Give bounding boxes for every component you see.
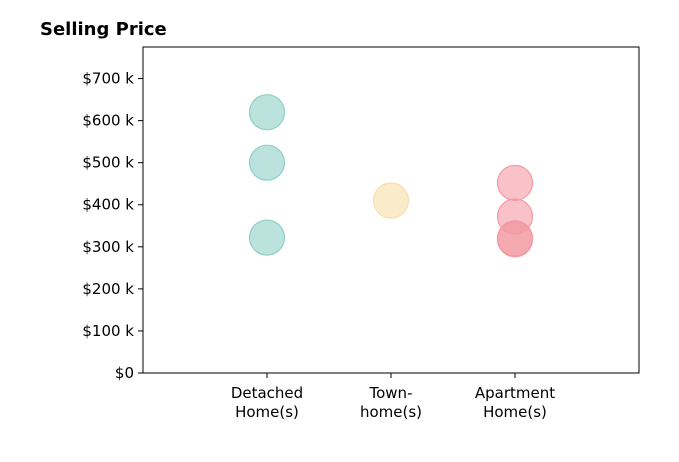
data-point xyxy=(248,219,286,256)
x-tick-label: home(s) xyxy=(360,403,422,421)
y-tick-label: $300 k xyxy=(82,238,134,256)
x-tick-label: Home(s) xyxy=(235,403,299,421)
data-point xyxy=(372,182,410,219)
data-point xyxy=(248,144,286,181)
y-tick-label: $700 k xyxy=(82,70,134,88)
x-tick-label: Town- xyxy=(369,384,413,402)
y-tick-label: $400 k xyxy=(82,196,134,214)
chart-title: Selling Price xyxy=(40,19,167,40)
data-point xyxy=(496,221,534,258)
data-point xyxy=(496,164,534,201)
y-tick-label: $500 k xyxy=(82,154,134,172)
x-axis: DetachedHome(s)Town-home(s)ApartmentHome… xyxy=(231,373,555,421)
data-points xyxy=(248,94,534,258)
x-tick-label: Home(s) xyxy=(483,403,547,421)
data-point xyxy=(248,94,286,131)
y-tick-label: $100 k xyxy=(82,322,134,340)
x-tick-label: Apartment xyxy=(475,384,555,402)
plot-area-frame xyxy=(142,46,640,374)
y-tick-label: $0 xyxy=(115,364,134,382)
y-tick-label: $600 k xyxy=(82,112,134,130)
y-axis: $0 $100 k $200 k $300 k $400 k $500 k $600 k $7… xyxy=(82,70,143,382)
y-tick-label: $200 k xyxy=(82,280,134,298)
x-tick-label: Detached xyxy=(231,384,303,402)
